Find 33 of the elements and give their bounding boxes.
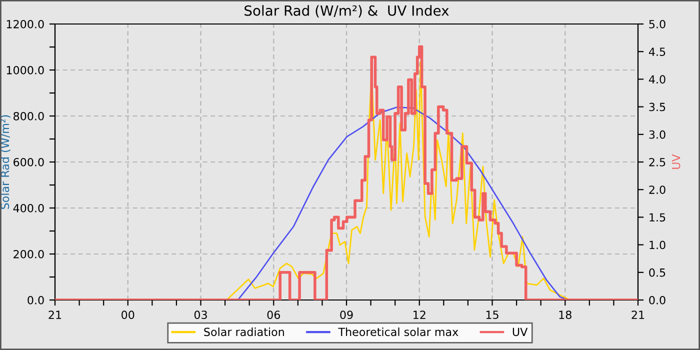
chart-title: Solar Rad (W/m²) & UV Index: [244, 5, 449, 18]
y-tick-label: 400.0: [13, 204, 44, 212]
y2-tick-label: 2.0: [649, 186, 666, 194]
y2-tick-label: 2.5: [649, 158, 666, 166]
y-tick-label: 1200.0: [6, 20, 44, 28]
y2-tick-label: 1.0: [650, 240, 666, 250]
x-tick-label: 15: [486, 310, 498, 320]
y2-tick-label: 3.0: [649, 130, 666, 139]
y-tick-label: 200.0: [14, 250, 44, 258]
y-tick-label: 600.0: [14, 158, 44, 166]
y-tick-label: 800.0: [14, 112, 44, 120]
y2-tick-label: 0.0: [649, 296, 666, 304]
y2-tick-label: 0.5: [649, 268, 666, 277]
y2-tick-label: 3.5: [649, 102, 666, 112]
y2-tick-label: 4.0: [648, 75, 666, 84]
x-tick-label: 18: [559, 310, 572, 320]
y-axis-title: Solar Rad (W/m²): [0, 115, 10, 209]
legend-label: UV: [512, 328, 528, 336]
y-tick-label: 1000.0: [6, 66, 44, 74]
x-tick-label: 21: [632, 310, 644, 319]
legend-label: Theoretical solar max: [338, 327, 458, 336]
x-tick-label: 06: [267, 310, 280, 320]
y2-tick-label: 5.0: [649, 20, 666, 28]
x-tick-label: 21: [48, 310, 62, 319]
x-tick-label: 12: [414, 310, 426, 319]
legend-label: Solar radiation: [204, 327, 284, 336]
x-tick-label: 03: [194, 310, 207, 320]
y2-tick-label: 4.5: [648, 48, 666, 56]
x-tick-label: 09: [340, 310, 353, 320]
y2-tick-label: 1.5: [650, 213, 666, 222]
y-tick-label: 0.0: [28, 296, 44, 304]
y2-axis-title: UV: [672, 154, 680, 169]
x-tick-label: 00: [122, 310, 134, 320]
